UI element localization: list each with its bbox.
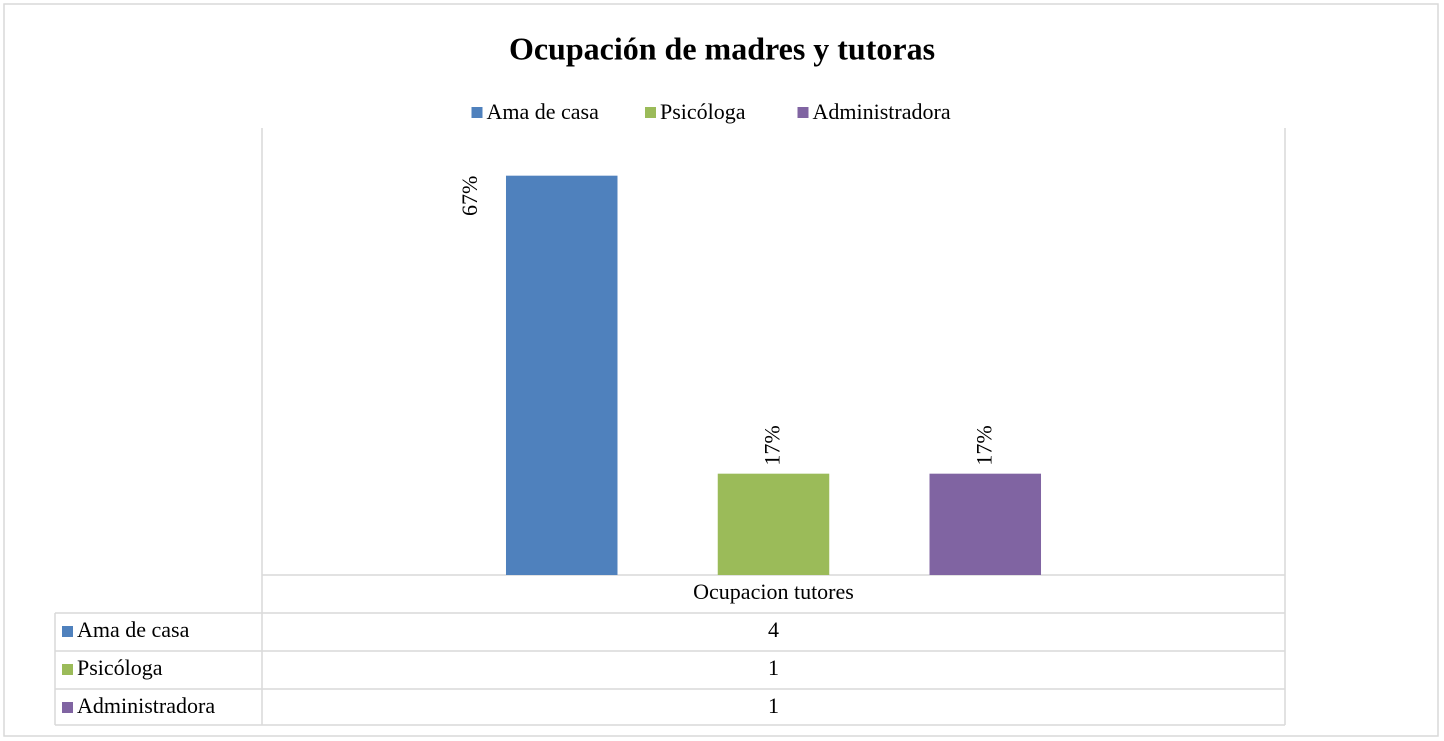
table-value: 1	[768, 655, 779, 680]
data-label: 17%	[760, 425, 785, 465]
chart-border	[3, 3, 1439, 737]
legend-label: Administradora	[813, 99, 951, 124]
table-legend-swatch	[62, 626, 73, 637]
legend-label: Ama de casa	[487, 99, 600, 124]
legend-label: Psicóloga	[660, 99, 746, 124]
legend-swatch	[471, 107, 483, 118]
table-value: 1	[768, 693, 779, 718]
bar	[717, 473, 830, 575]
bar	[505, 175, 618, 575]
x-tick-label: Ocupacion tutores	[693, 579, 854, 604]
data-label: 17%	[971, 425, 996, 465]
bar	[929, 473, 1042, 575]
chart-title: Ocupación de madres y tutoras	[509, 30, 935, 66]
table-row-label: Administradora	[77, 693, 215, 718]
table-row-label: Ama de casa	[77, 617, 190, 642]
legend-swatch	[645, 107, 656, 118]
table-value: 4	[768, 617, 779, 642]
data-label: 67%	[457, 176, 482, 216]
legend-swatch	[797, 107, 809, 118]
table-legend-swatch	[62, 664, 73, 675]
table-legend-swatch	[62, 702, 73, 713]
table-row-label: Psicóloga	[77, 655, 163, 680]
